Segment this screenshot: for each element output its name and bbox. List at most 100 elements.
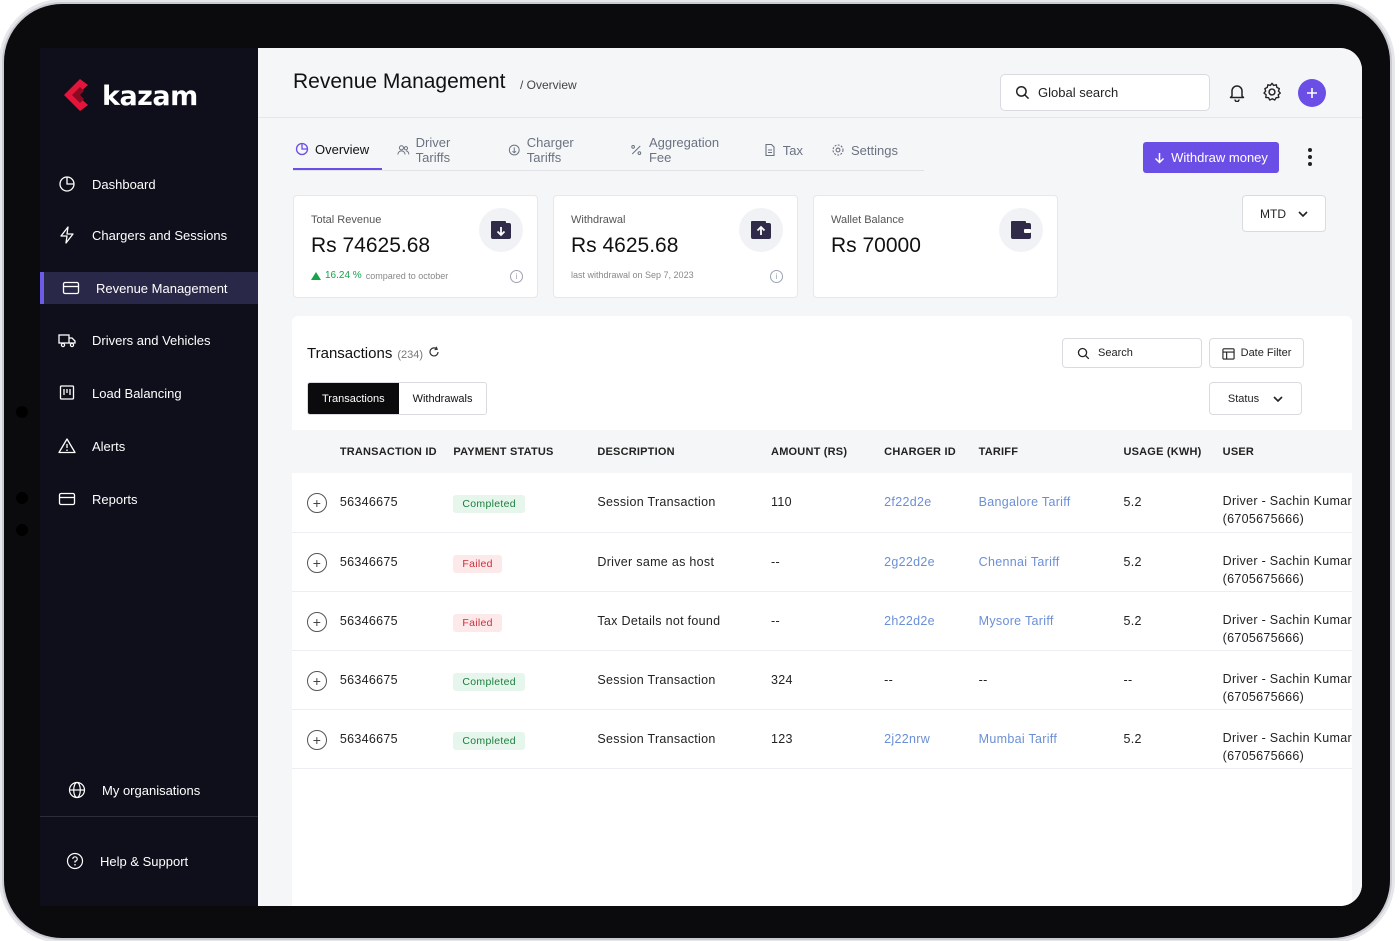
tab-tax[interactable]: Tax xyxy=(761,130,816,170)
segment-withdrawals[interactable]: Withdrawals xyxy=(398,383,487,414)
sidebar-item-revenue-management[interactable]: Revenue Management xyxy=(40,272,258,304)
description: Session Transaction xyxy=(597,650,772,710)
user-phone: (6705675666) xyxy=(1222,689,1305,704)
sidebar-item-drivers-vehicles[interactable]: Drivers and Vehicles xyxy=(40,324,258,356)
tariff-link[interactable]: Bangalore Tariff xyxy=(978,473,1124,533)
column-header-expand xyxy=(292,430,340,473)
sidebar-item-my-organisations[interactable]: My organisations xyxy=(40,774,258,806)
sidebar-item-label: Reports xyxy=(92,491,138,507)
sidebar-item-load-balancing[interactable]: Load Balancing xyxy=(40,377,258,409)
triangle-up-icon xyxy=(311,271,321,280)
charger-id-link: -- xyxy=(884,650,979,710)
arrow-down-icon xyxy=(1155,152,1165,164)
table-row[interactable]: + 56346675 Failed Driver same as host --… xyxy=(292,532,1352,592)
status-dropdown[interactable]: Status xyxy=(1209,382,1302,415)
gear-icon xyxy=(832,144,844,156)
more-options-button[interactable] xyxy=(1302,146,1318,168)
tab-label: Aggregation Fee xyxy=(648,135,720,165)
column-header[interactable]: USAGE (KWH) xyxy=(1123,445,1202,458)
main-content: Revenue Management / Overview Global sea… xyxy=(258,48,1362,906)
wallet-icon xyxy=(999,208,1043,252)
withdraw-money-button[interactable]: Withdraw money xyxy=(1143,142,1279,173)
expand-cell: + xyxy=(292,650,340,710)
revenue-change-pct: 16.24 % xyxy=(325,270,362,281)
info-icon[interactable]: i xyxy=(510,270,523,283)
date-filter-label: Date Filter xyxy=(1240,347,1292,359)
tab-driver-tariffs[interactable]: Driver Tariffs xyxy=(395,130,493,170)
transactions-count: (234) xyxy=(397,349,423,361)
sidebar-item-help-support[interactable]: Help & Support xyxy=(40,845,258,877)
payment-status-cell: Completed xyxy=(453,473,598,533)
period-dropdown[interactable]: MTD xyxy=(1242,195,1326,232)
table-row[interactable]: + 56346675 Completed Session Transaction… xyxy=(292,650,1352,710)
add-button[interactable] xyxy=(1298,79,1326,107)
tariff-link[interactable]: Mysore Tariff xyxy=(978,591,1124,651)
settings-button[interactable] xyxy=(1259,79,1285,105)
usage: 5.2 xyxy=(1123,709,1223,769)
segment-transactions[interactable]: Transactions xyxy=(308,383,399,414)
search-icon xyxy=(1015,85,1030,100)
charger-id-link[interactable]: 2g22d2e xyxy=(884,532,979,592)
user-name: Driver - Sachin Kumar xyxy=(1222,730,1352,745)
date-filter-button[interactable]: Date Filter xyxy=(1209,338,1304,368)
kebab-dot xyxy=(1308,148,1312,152)
tab-label: Charger Tariffs xyxy=(526,135,574,165)
sidebar-item-dashboard[interactable]: Dashboard xyxy=(40,168,258,200)
table-row[interactable]: + 56346675 Failed Tax Details not found … xyxy=(292,591,1352,651)
tariff-link[interactable]: Mumbai Tariff xyxy=(978,709,1124,769)
expand-row-icon[interactable]: + xyxy=(307,552,327,573)
expand-row-icon[interactable]: + xyxy=(307,670,327,691)
amount: 324 xyxy=(771,650,885,710)
expand-row-icon[interactable]: + xyxy=(307,729,327,750)
notifications-button[interactable] xyxy=(1224,79,1250,105)
column-header[interactable]: PAYMENT STATUS xyxy=(453,445,554,458)
tab-charger-tariffs[interactable]: Charger Tariffs xyxy=(506,130,615,170)
card-label: Withdrawal xyxy=(571,214,626,226)
card-label: Wallet Balance xyxy=(831,214,904,226)
charger-id-link[interactable]: 2f22d2e xyxy=(884,473,979,533)
tab-overview[interactable]: Overview xyxy=(293,130,383,170)
expand-row-icon[interactable]: + xyxy=(307,493,327,513)
charger-id-link[interactable]: 2h22d2e xyxy=(884,591,979,651)
column-header[interactable]: CHARGER ID xyxy=(884,445,956,458)
column-header[interactable]: TARIFF xyxy=(978,445,1019,458)
tab-aggregation-fee[interactable]: Aggregation Fee xyxy=(628,130,747,170)
info-icon[interactable]: i xyxy=(770,270,783,283)
search-placeholder: Global search xyxy=(1038,85,1119,100)
page-title: Revenue Management xyxy=(293,70,506,93)
tab-settings[interactable]: Settings xyxy=(829,130,911,170)
expand-row-icon[interactable]: + xyxy=(307,611,327,632)
table-row[interactable]: + 56346675 Completed Session Transaction… xyxy=(292,473,1352,533)
withdrawal-card: Withdrawal Rs 4625.68 last withdrawal on… xyxy=(553,195,798,298)
breadcrumb[interactable]: / Overview xyxy=(520,78,577,92)
status-badge: Failed xyxy=(453,554,502,573)
table-row[interactable]: + 56346675 Completed Session Transaction… xyxy=(292,709,1352,769)
tariff-link[interactable]: Chennai Tariff xyxy=(978,532,1124,592)
column-header[interactable]: TRANSACTION ID xyxy=(339,445,437,458)
header: Revenue Management / Overview Global sea… xyxy=(258,48,1362,118)
users-icon xyxy=(397,145,410,155)
plus-icon xyxy=(1307,88,1317,98)
refresh-icon[interactable] xyxy=(428,346,440,358)
sidebar-item-label: Revenue Management xyxy=(96,280,228,296)
sidebar-item-reports[interactable]: Reports xyxy=(40,483,258,515)
payment-status-cell: Failed xyxy=(453,532,598,592)
sidebar-item-alerts[interactable]: Alerts xyxy=(40,430,258,462)
sensor-dot xyxy=(16,492,28,504)
brand-logo[interactable]: kazam xyxy=(60,78,198,114)
payment-status-cell: Completed xyxy=(453,650,598,710)
user-phone: (6705675666) xyxy=(1222,571,1305,586)
charger-id-link[interactable]: 2j22nrw xyxy=(884,709,979,769)
column-header[interactable]: DESCRIPTION xyxy=(597,445,675,458)
sidebar-item-chargers-sessions[interactable]: Chargers and Sessions xyxy=(40,219,258,251)
column-header[interactable]: AMOUNT (RS) xyxy=(771,445,848,458)
column-header[interactable]: USER xyxy=(1222,445,1255,458)
transactions-search-input[interactable]: Search xyxy=(1062,338,1202,368)
user-cell: Driver - Sachin Kumar (6705675666) xyxy=(1222,473,1352,533)
user-name: Driver - Sachin Kumar xyxy=(1222,553,1352,568)
global-search-input[interactable]: Global search xyxy=(1000,74,1210,111)
usage: 5.2 xyxy=(1123,532,1223,592)
screen: kazam Dashboard Chargers and Sessions Re… xyxy=(40,48,1362,906)
sidebar-item-label: Chargers and Sessions xyxy=(92,227,228,243)
tab-bar: Overview Driver Tariffs Charger Tariffs … xyxy=(293,130,924,171)
